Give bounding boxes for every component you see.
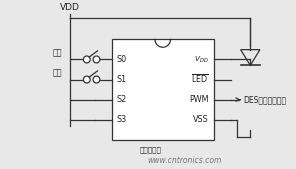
Text: 关门: 关门 — [53, 69, 63, 78]
Text: VDD: VDD — [60, 3, 80, 12]
Circle shape — [93, 76, 100, 83]
Text: PWM: PWM — [189, 95, 209, 104]
Circle shape — [83, 56, 90, 63]
Text: www.cntronics.com: www.cntronics.com — [147, 156, 222, 165]
Bar — [112, 39, 213, 140]
Text: 开门: 开门 — [53, 49, 63, 57]
Text: VSS: VSS — [193, 115, 209, 124]
Text: S3: S3 — [117, 115, 127, 124]
Circle shape — [83, 76, 90, 83]
Text: $\overline{\mathrm{LED}}$: $\overline{\mathrm{LED}}$ — [191, 74, 209, 86]
Text: S0: S0 — [117, 55, 127, 64]
Text: S2: S2 — [117, 95, 127, 104]
Circle shape — [93, 56, 100, 63]
Text: $V_{DD}$: $V_{DD}$ — [194, 54, 209, 65]
Text: DES编码数据输出: DES编码数据输出 — [244, 95, 287, 104]
Text: 两键远程！: 两键远程！ — [140, 146, 162, 153]
Text: S1: S1 — [117, 75, 127, 84]
